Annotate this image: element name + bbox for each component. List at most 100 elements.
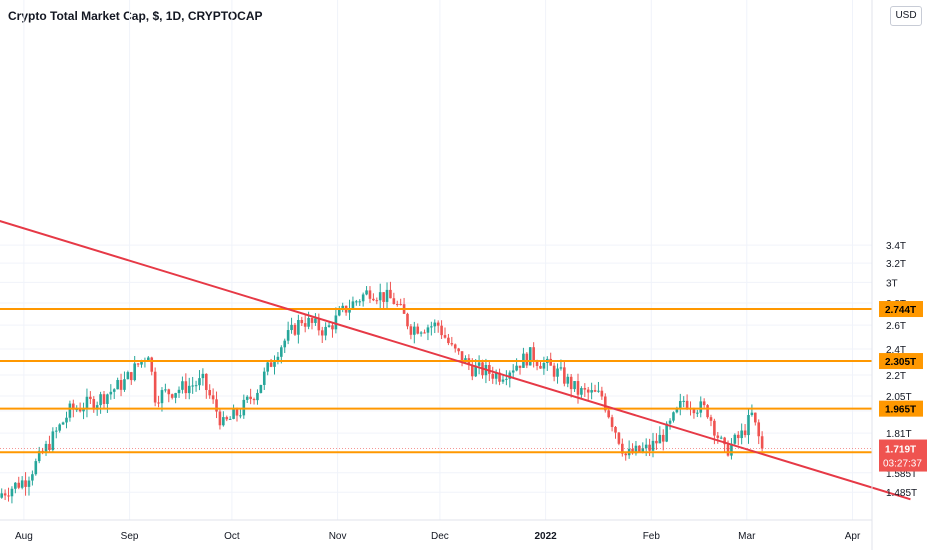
- candle-body: [300, 319, 304, 324]
- candle-body: [150, 357, 154, 372]
- candle-body: [716, 435, 720, 438]
- candle: [89, 391, 92, 405]
- candle: [392, 292, 396, 305]
- candle-body: [293, 324, 297, 335]
- candle: [150, 356, 154, 376]
- candle: [239, 408, 242, 419]
- candle-body: [123, 379, 126, 390]
- candle: [194, 380, 198, 392]
- candle: [539, 361, 542, 369]
- candle: [133, 355, 136, 382]
- candle: [443, 327, 447, 339]
- candle: [198, 370, 201, 391]
- candle-body: [7, 495, 10, 497]
- candle: [167, 388, 171, 403]
- candle-body: [160, 390, 164, 404]
- candle-body: [307, 317, 310, 327]
- level-price-label: 1.965T: [885, 405, 916, 416]
- candle: [249, 388, 252, 405]
- candle-body: [733, 434, 737, 444]
- candle: [126, 370, 130, 380]
- candle-body: [222, 417, 225, 426]
- candle: [385, 282, 389, 309]
- candle: [85, 388, 89, 418]
- candle-body: [85, 396, 89, 410]
- candle-body: [136, 363, 140, 365]
- candle: [112, 388, 116, 400]
- candle: [419, 331, 423, 337]
- candle: [757, 419, 761, 445]
- candle: [123, 371, 126, 392]
- candle: [699, 396, 703, 418]
- candle: [511, 364, 515, 379]
- candle: [68, 400, 72, 422]
- candle-body: [610, 417, 614, 427]
- y-tick-label: 3.2T: [886, 259, 906, 270]
- candle-body: [297, 319, 300, 335]
- candle-body: [106, 394, 109, 404]
- candle-body: [290, 324, 293, 331]
- candle-body: [532, 347, 535, 362]
- candle-body: [651, 440, 655, 451]
- candle: [283, 338, 287, 353]
- candle: [457, 347, 460, 355]
- trendline: [0, 220, 911, 501]
- candle-body: [491, 373, 495, 379]
- candle-body: [583, 388, 587, 390]
- candle: [58, 423, 61, 433]
- candle-body: [31, 474, 34, 481]
- candle: [205, 373, 208, 399]
- candle-body: [259, 384, 263, 393]
- candle-body: [447, 337, 450, 344]
- candle: [716, 431, 720, 444]
- candle: [3, 489, 7, 501]
- candle-body: [539, 365, 542, 369]
- level-price-tag: [879, 301, 923, 318]
- candle-body: [416, 326, 420, 334]
- candle: [522, 347, 525, 368]
- candle: [406, 312, 409, 330]
- candle: [518, 365, 522, 375]
- candle: [78, 402, 82, 413]
- candle: [7, 487, 10, 502]
- x-tick-label: 2022: [534, 531, 557, 542]
- candle-body: [184, 381, 188, 394]
- candle-body: [205, 373, 208, 390]
- candle: [170, 393, 174, 400]
- candle-body: [327, 325, 331, 327]
- candle-body: [286, 330, 290, 341]
- candle: [372, 293, 375, 302]
- candle-body: [310, 317, 314, 323]
- candle-body: [235, 409, 239, 416]
- candle: [10, 486, 14, 504]
- candle-body: [242, 399, 246, 416]
- candle: [314, 313, 317, 326]
- candle: [682, 396, 685, 408]
- x-tick-label: Nov: [329, 531, 347, 542]
- candle-body: [365, 290, 368, 295]
- candle-body: [382, 292, 385, 302]
- candle-body: [269, 362, 273, 367]
- candle-body: [215, 399, 218, 412]
- candle: [102, 391, 106, 410]
- candle-body: [10, 488, 14, 497]
- candle: [317, 313, 321, 336]
- candle: [48, 435, 51, 453]
- candle: [542, 356, 546, 375]
- candle-body: [747, 414, 750, 436]
- candle-body: [89, 396, 92, 400]
- candle-body: [245, 396, 249, 400]
- candle-body: [528, 347, 532, 366]
- y-tick-label: 2.05T: [886, 392, 912, 403]
- candle: [546, 356, 549, 371]
- candle: [320, 326, 324, 343]
- candle: [310, 316, 314, 330]
- candle: [447, 333, 450, 346]
- currency-button[interactable]: USD: [890, 6, 922, 26]
- candle: [365, 286, 368, 296]
- candle-body: [355, 301, 358, 303]
- candle: [532, 342, 535, 368]
- candle-body: [559, 367, 563, 369]
- candle-body: [423, 332, 426, 334]
- candle: [228, 416, 232, 420]
